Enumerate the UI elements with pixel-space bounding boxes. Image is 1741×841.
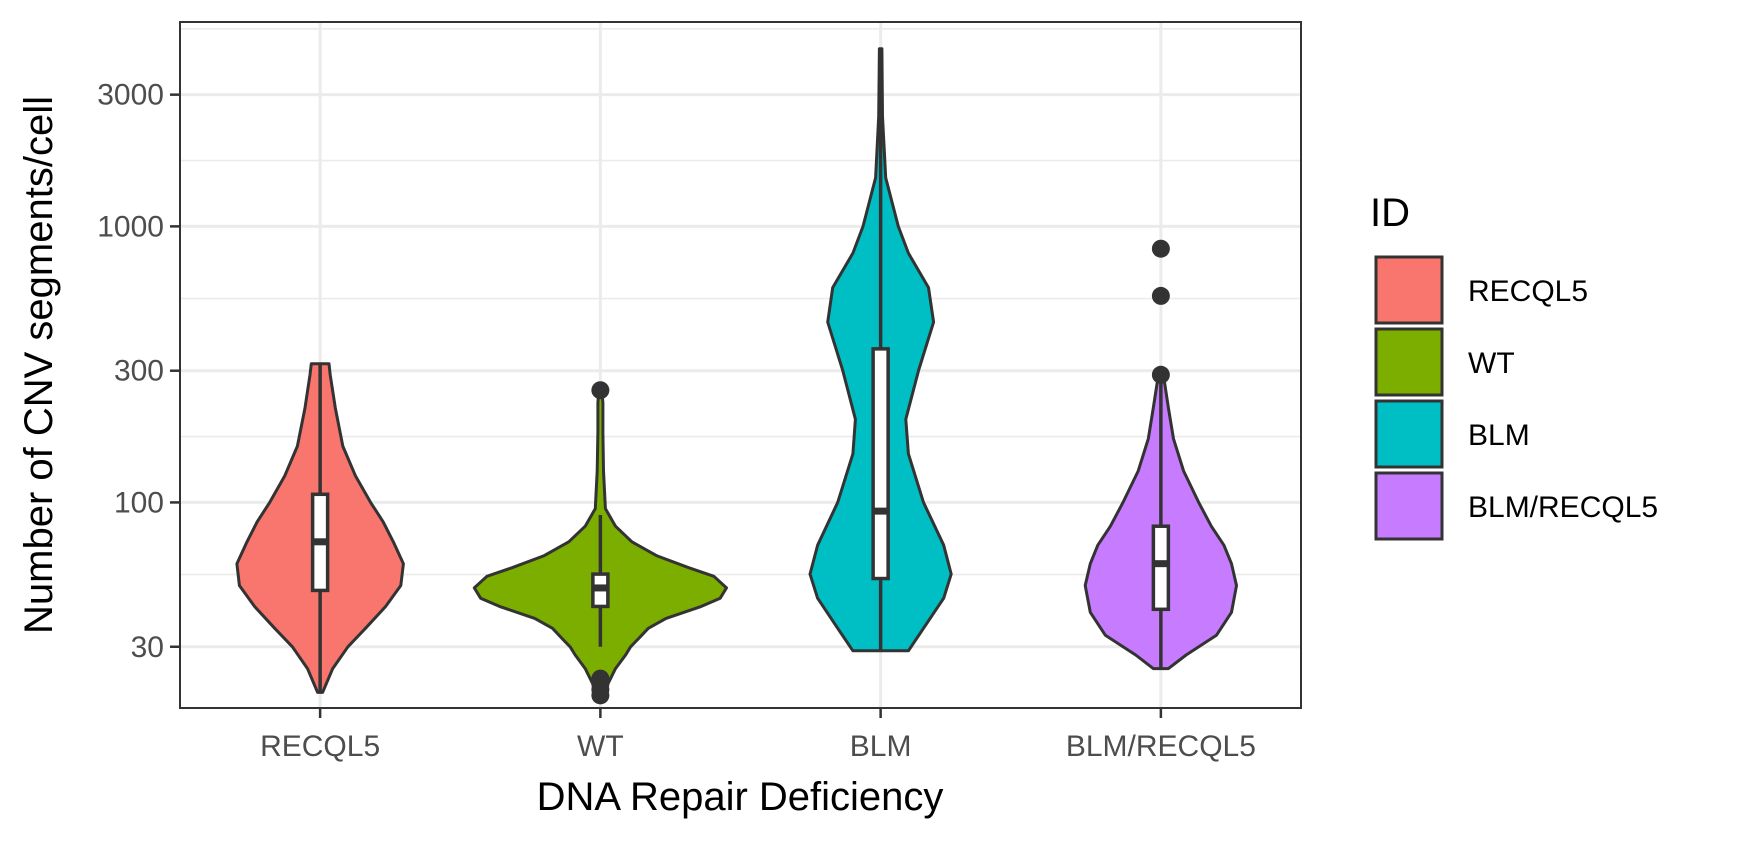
- x-tick-label: WT: [577, 730, 624, 763]
- y-tick-label: 3000: [97, 79, 164, 112]
- violins: [235, 47, 1238, 705]
- y-tick-label: 1000: [97, 210, 164, 243]
- x-tick-label: RECQL5: [260, 730, 380, 763]
- y-tick-label: 300: [114, 355, 164, 388]
- x-tick-label: BLM/RECQL5: [1066, 730, 1256, 763]
- outlier-point: [591, 381, 610, 400]
- legend-label: RECQL5: [1468, 275, 1588, 308]
- outlier-point: [1151, 239, 1170, 258]
- legend-swatch: [1374, 327, 1444, 397]
- legend-swatch: [1374, 471, 1444, 541]
- violin-wt: [472, 381, 728, 705]
- outlier-point: [1151, 286, 1170, 305]
- legend-label: BLM/RECQL5: [1468, 491, 1658, 524]
- y-axis-title: Number of CNV segments/cell: [17, 96, 61, 634]
- outlier-point: [1151, 365, 1170, 384]
- legend-swatch: [1374, 255, 1444, 325]
- y-tick-label: 30: [131, 631, 164, 664]
- x-axis-title: DNA Repair Deficiency: [537, 775, 944, 819]
- x-tick-label: BLM: [850, 730, 912, 763]
- legend-label: WT: [1468, 347, 1515, 380]
- outlier-point: [591, 669, 610, 688]
- box-iqr: [871, 347, 890, 581]
- legend-label: BLM: [1468, 419, 1530, 452]
- legend-swatch: [1374, 399, 1444, 469]
- axes: 30 100 300 1000 3000 RECQL5 WT BLM BLM/RECQL5: [97, 79, 1256, 763]
- violin-recql5: [235, 362, 405, 694]
- violin-blm-recql5: [1083, 239, 1238, 671]
- panel-border: [179, 21, 1302, 709]
- legend: ID RECQL5 WT BLM BLM/RECQL5: [1370, 191, 1658, 541]
- legend-title: ID: [1370, 191, 1410, 235]
- y-tick-label: 100: [114, 486, 164, 519]
- violin-blm: [808, 47, 953, 653]
- box-iqr: [1151, 524, 1171, 612]
